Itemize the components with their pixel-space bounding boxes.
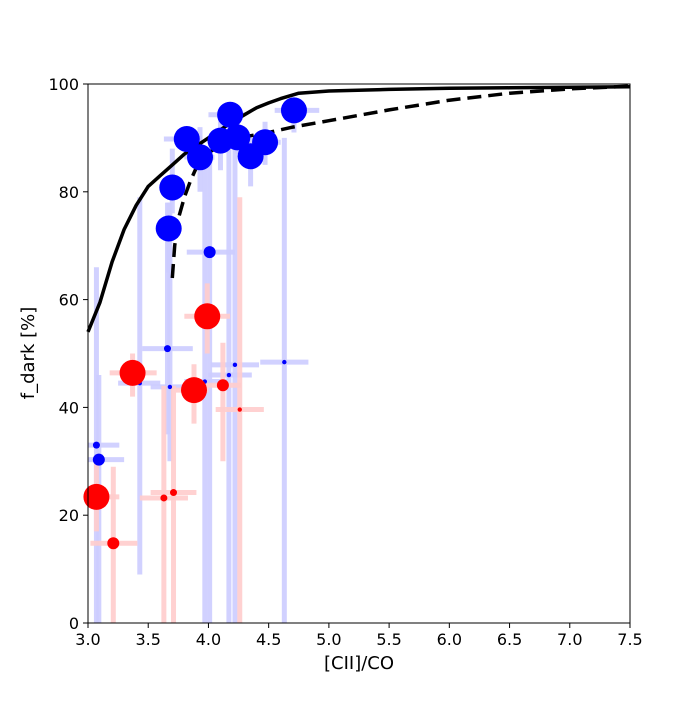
- blue-data-point: [203, 246, 216, 259]
- data-points: [83, 97, 307, 550]
- blue-data-point: [217, 101, 244, 128]
- x-tick-label: 6.0: [437, 630, 462, 649]
- y-tick-label: 80: [59, 183, 79, 202]
- y-tick-label: 100: [48, 75, 79, 94]
- blue-data-point: [226, 372, 232, 378]
- y-tick-label: 20: [59, 506, 79, 525]
- x-tick-label: 6.5: [497, 630, 522, 649]
- x-axis-label: [CII]/CO: [324, 653, 394, 674]
- blue-data-point: [163, 345, 171, 353]
- red-data-point: [216, 379, 229, 392]
- x-tick-label: 7.5: [617, 630, 642, 649]
- red-data-point: [119, 359, 146, 386]
- y-axis-ticks: 0 20 40 60 80 100: [48, 75, 88, 633]
- blue-data-point: [187, 144, 214, 171]
- blue-data-point: [232, 362, 238, 368]
- x-tick-label: 3.0: [75, 630, 100, 649]
- x-tick-label: 4.0: [196, 630, 221, 649]
- blue-data-point: [92, 441, 100, 449]
- blue-data-point: [167, 384, 173, 390]
- x-tick-label: 7.0: [557, 630, 582, 649]
- blue-data-point: [173, 125, 200, 152]
- blue-data-point: [282, 359, 287, 365]
- blue-data-point: [252, 129, 279, 156]
- blue-data-point: [92, 453, 105, 466]
- y-tick-label: 0: [69, 614, 79, 633]
- blue-data-point: [159, 174, 186, 201]
- red-data-point: [194, 303, 221, 330]
- red-data-point: [160, 494, 168, 502]
- x-tick-label: 3.5: [135, 630, 160, 649]
- red-data-point: [107, 537, 120, 550]
- x-tick-label: 5.5: [376, 630, 401, 649]
- red-data-point: [237, 407, 242, 412]
- blue-data-point: [280, 97, 307, 124]
- blue-data-point: [155, 215, 182, 242]
- y-tick-label: 40: [59, 398, 79, 417]
- x-axis-ticks: 3.0 3.5 4.0 4.5 5.0 5.5 6.0 6.5 7.0 7.5: [75, 623, 643, 649]
- blue-data-point: [224, 124, 251, 151]
- red-data-point: [180, 377, 207, 404]
- y-axis-label: f_dark [%]: [18, 307, 39, 400]
- x-tick-label: 5.0: [316, 630, 341, 649]
- red-data-point: [170, 489, 178, 497]
- x-tick-label: 4.5: [256, 630, 281, 649]
- plot-frame: [87, 83, 631, 624]
- y-tick-label: 60: [59, 291, 79, 310]
- red-data-point: [83, 483, 110, 510]
